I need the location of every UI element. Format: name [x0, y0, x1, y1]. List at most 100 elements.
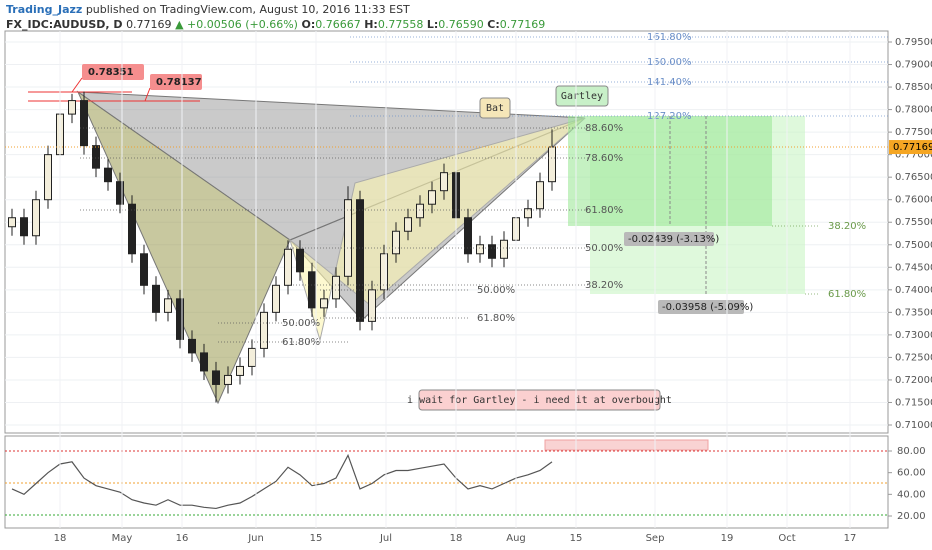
x-tick-label: 18: [450, 533, 463, 544]
fib-label: 38.20%: [585, 280, 623, 291]
candle-body: [200, 352, 208, 372]
symbol: FX_IDC:AUDUSD, D: [6, 18, 123, 31]
author[interactable]: Trading_Jazz: [6, 3, 83, 16]
h-label: H:: [364, 18, 378, 31]
candle-body: [20, 217, 28, 237]
candle-body: [500, 239, 508, 259]
l-label: L:: [426, 18, 439, 31]
fib-label: 50.00%: [585, 243, 623, 254]
h: 0.77558: [377, 18, 424, 31]
candle-body: [332, 275, 340, 300]
rsi-tick-label: 40.00: [897, 489, 926, 500]
fib-label: 50.00%: [282, 318, 320, 329]
rsi-tick-label: 20.00: [897, 511, 926, 522]
target-label: -0.03958 (-5.09%): [662, 302, 753, 313]
candle-body: [248, 347, 256, 367]
fib-label: 61.80%: [477, 313, 515, 324]
target-label-box: [624, 232, 714, 246]
fib-label: 61.80%: [282, 337, 320, 348]
target-label: -0.02439 (-3.13%): [628, 234, 719, 245]
header-line: Trading_Jazz published on TradingView.co…: [6, 2, 545, 17]
x-tick-label: Oct: [778, 533, 795, 544]
candle-body: [440, 172, 448, 192]
x-tick-label: Jul: [379, 533, 392, 544]
pointer: [144, 87, 151, 102]
last: 0.77169: [126, 18, 172, 31]
candle-body: [212, 370, 220, 385]
candle-body: [356, 199, 364, 322]
change: ▲ +0.00506 (+0.66%): [175, 18, 298, 31]
last-price-label: 0.77169: [893, 142, 932, 153]
x-tick-label: 19: [721, 533, 734, 544]
x-tick-label: 17: [844, 533, 857, 544]
x-tick-label: 18: [54, 533, 67, 544]
target-label-box: [658, 300, 744, 314]
o: 0.76667: [315, 18, 361, 31]
callout-box: [418, 389, 661, 411]
callout-box: [479, 97, 511, 119]
x-tick-label: Aug: [506, 533, 526, 544]
fib-label: 141.40%: [647, 77, 692, 88]
candle-body: [116, 181, 124, 205]
candle-body: [164, 298, 172, 313]
gartley-xab: [76, 90, 291, 405]
fib-label: 88.60%: [585, 123, 623, 134]
candle-body: [488, 244, 496, 259]
published: published on TradingView.com, August 10,…: [85, 3, 410, 16]
l: 0.76590: [438, 18, 484, 31]
candle-body: [536, 181, 544, 210]
candle-body: [524, 208, 532, 219]
candle-body: [368, 289, 376, 322]
candle-body: [296, 248, 304, 273]
x-tick-label: Jun: [247, 533, 264, 544]
candle-body: [224, 374, 232, 385]
fib-label: 61.80%: [585, 205, 623, 216]
x-tick-label: 16: [176, 533, 189, 544]
candle-body: [416, 203, 424, 219]
fib-label: 61.80%: [828, 289, 866, 300]
callout: i wait for Gartley - i need it at overbo…: [407, 395, 672, 406]
candle-body: [92, 145, 100, 169]
candle-body: [404, 217, 412, 232]
pointer: [71, 77, 83, 93]
fib-label: 150.00%: [647, 57, 692, 68]
rsi-pane: [4, 435, 889, 529]
price-label-box: [82, 64, 144, 80]
candle-body: [176, 298, 184, 340]
candle-body: [68, 100, 76, 115]
rsi-tick-label: 80.00: [897, 446, 926, 457]
fib-label: 38.20%: [828, 221, 866, 232]
candle-body: [104, 167, 112, 183]
patterns: [5, 90, 888, 516]
fib-label: 127.20%: [647, 111, 692, 122]
candle-body: [260, 311, 268, 349]
candle-body: [320, 298, 328, 309]
candle-body: [32, 199, 40, 237]
candle-body: [44, 154, 52, 201]
callout-box: [555, 85, 609, 107]
candle-body: [140, 253, 148, 286]
c-label: C:: [487, 18, 500, 31]
price-label-box: [150, 74, 202, 90]
o-label: O:: [301, 18, 316, 31]
price-label: 0.78351: [88, 67, 134, 78]
candle-body: [152, 284, 160, 313]
candle-body: [128, 203, 136, 255]
candle-body: [80, 100, 88, 147]
callout: Gartley: [561, 91, 603, 102]
candle-body: [188, 338, 196, 354]
x-tick-label: 15: [310, 533, 323, 544]
fib-label: 50.00%: [477, 285, 515, 296]
